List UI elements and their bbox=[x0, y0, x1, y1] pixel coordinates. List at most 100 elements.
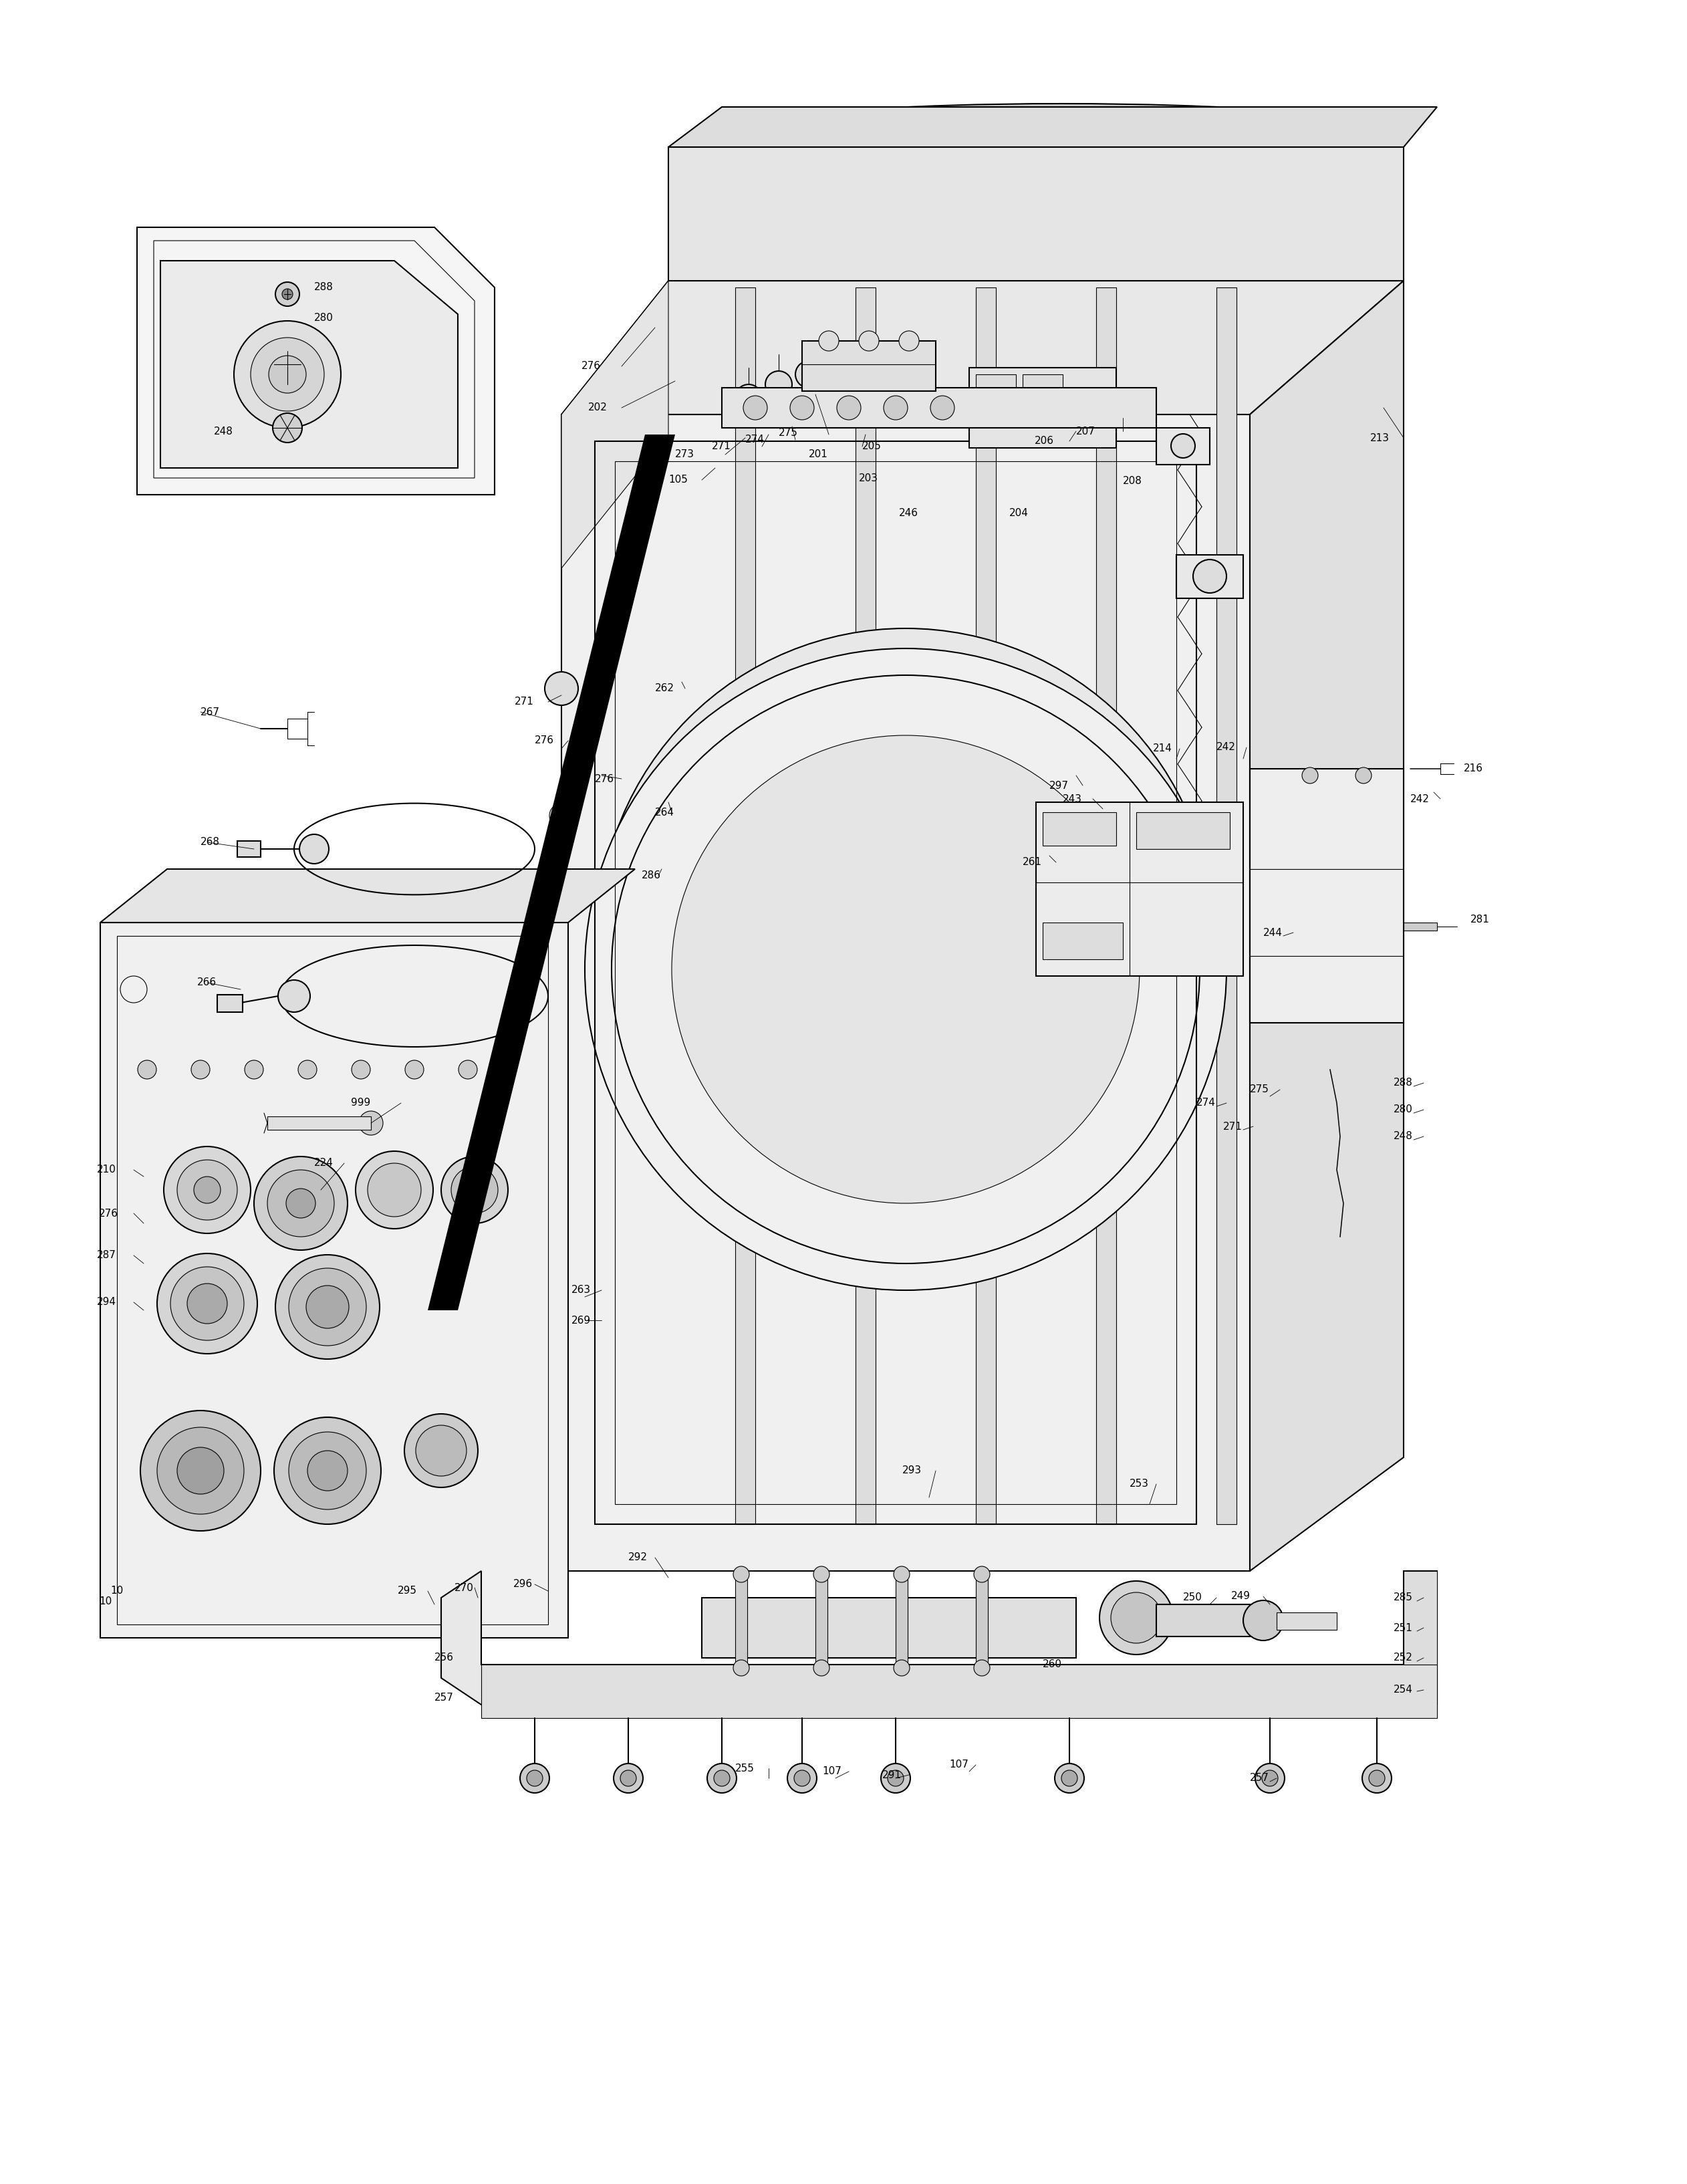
Text: 275: 275 bbox=[779, 428, 798, 439]
Text: 270: 270 bbox=[454, 1583, 474, 1592]
Circle shape bbox=[305, 1286, 349, 1328]
Polygon shape bbox=[100, 922, 569, 1638]
Circle shape bbox=[138, 1059, 157, 1079]
Circle shape bbox=[187, 1284, 228, 1324]
Circle shape bbox=[707, 1762, 737, 1793]
Bar bbox=[722, 389, 1156, 428]
Text: 254: 254 bbox=[1393, 1686, 1414, 1695]
Text: 202: 202 bbox=[589, 402, 607, 413]
Text: 295: 295 bbox=[398, 1586, 417, 1597]
Text: 280: 280 bbox=[314, 312, 334, 323]
Bar bbox=[1043, 922, 1124, 959]
Text: 246: 246 bbox=[899, 509, 918, 518]
Text: 105: 105 bbox=[668, 474, 688, 485]
Text: 276: 276 bbox=[582, 360, 601, 371]
Text: 10: 10 bbox=[110, 1586, 123, 1597]
Circle shape bbox=[931, 395, 955, 419]
Bar bbox=[1156, 428, 1210, 465]
Text: 285: 285 bbox=[1393, 1592, 1414, 1603]
Circle shape bbox=[234, 321, 341, 428]
Circle shape bbox=[1255, 1762, 1284, 1793]
Text: 206: 206 bbox=[1034, 437, 1054, 446]
Polygon shape bbox=[562, 282, 668, 568]
Text: 201: 201 bbox=[808, 450, 828, 459]
Polygon shape bbox=[100, 869, 634, 922]
Bar bbox=[968, 367, 1117, 448]
Polygon shape bbox=[975, 288, 995, 1524]
Circle shape bbox=[736, 384, 763, 411]
Circle shape bbox=[450, 1166, 498, 1214]
Circle shape bbox=[766, 371, 791, 397]
Bar bbox=[736, 1577, 747, 1664]
Text: 264: 264 bbox=[655, 808, 675, 817]
Circle shape bbox=[299, 1059, 317, 1079]
Text: 287: 287 bbox=[96, 1251, 116, 1260]
Circle shape bbox=[459, 1059, 477, 1079]
Text: 250: 250 bbox=[1183, 1592, 1203, 1603]
Text: 244: 244 bbox=[1264, 928, 1282, 937]
Circle shape bbox=[734, 1660, 749, 1675]
Polygon shape bbox=[1216, 288, 1237, 1524]
Circle shape bbox=[405, 1413, 477, 1487]
Circle shape bbox=[859, 332, 879, 352]
Text: 253: 253 bbox=[1130, 1479, 1149, 1489]
Text: 280: 280 bbox=[1393, 1105, 1414, 1114]
Circle shape bbox=[440, 1158, 508, 1223]
Circle shape bbox=[545, 673, 579, 705]
Text: 999: 999 bbox=[351, 1099, 371, 1107]
Text: 274: 274 bbox=[746, 435, 764, 446]
Text: 216: 216 bbox=[1464, 764, 1483, 773]
Text: 273: 273 bbox=[675, 450, 695, 459]
Text: 248: 248 bbox=[214, 426, 233, 437]
Circle shape bbox=[268, 356, 305, 393]
Text: 292: 292 bbox=[628, 1553, 648, 1562]
Text: 276: 276 bbox=[535, 736, 553, 745]
Circle shape bbox=[405, 1059, 423, 1079]
Ellipse shape bbox=[763, 103, 1363, 151]
Bar bbox=[801, 341, 936, 391]
Circle shape bbox=[273, 1417, 381, 1524]
Circle shape bbox=[267, 1171, 334, 1236]
Circle shape bbox=[1193, 559, 1226, 594]
Bar bbox=[267, 1116, 371, 1129]
Circle shape bbox=[973, 1566, 990, 1583]
Bar bbox=[596, 441, 1196, 1524]
Circle shape bbox=[255, 1158, 348, 1249]
Circle shape bbox=[273, 413, 302, 443]
Text: 275: 275 bbox=[1250, 1085, 1269, 1094]
Text: 276: 276 bbox=[100, 1208, 118, 1219]
Text: 248: 248 bbox=[1393, 1131, 1414, 1142]
Polygon shape bbox=[137, 227, 494, 496]
Circle shape bbox=[164, 1147, 251, 1234]
Text: 107: 107 bbox=[950, 1760, 968, 1769]
Text: 297: 297 bbox=[1049, 780, 1070, 791]
Text: 208: 208 bbox=[1124, 476, 1142, 487]
Circle shape bbox=[356, 1151, 434, 1230]
Circle shape bbox=[177, 1448, 224, 1494]
Circle shape bbox=[1262, 1771, 1279, 1787]
Polygon shape bbox=[736, 288, 756, 1524]
Circle shape bbox=[1302, 767, 1318, 784]
Polygon shape bbox=[855, 288, 876, 1524]
Circle shape bbox=[1054, 1762, 1085, 1793]
Circle shape bbox=[251, 339, 324, 411]
Text: 268: 268 bbox=[201, 836, 219, 847]
Bar bbox=[1277, 1612, 1336, 1629]
Text: 262: 262 bbox=[655, 684, 675, 695]
Polygon shape bbox=[160, 260, 457, 467]
Bar bbox=[815, 1577, 827, 1664]
Circle shape bbox=[1171, 435, 1194, 459]
Polygon shape bbox=[1097, 288, 1117, 1524]
Text: 274: 274 bbox=[1196, 1099, 1216, 1107]
Text: 286: 286 bbox=[641, 871, 661, 880]
Text: 242: 242 bbox=[1216, 743, 1237, 753]
Bar bbox=[1036, 802, 1243, 976]
Circle shape bbox=[899, 332, 919, 352]
Circle shape bbox=[520, 1762, 550, 1793]
Circle shape bbox=[157, 1428, 245, 1514]
Bar bbox=[1137, 812, 1230, 850]
Circle shape bbox=[795, 360, 822, 389]
Text: 213: 213 bbox=[1370, 432, 1390, 443]
Text: 276: 276 bbox=[596, 773, 614, 784]
Text: 205: 205 bbox=[862, 441, 882, 452]
